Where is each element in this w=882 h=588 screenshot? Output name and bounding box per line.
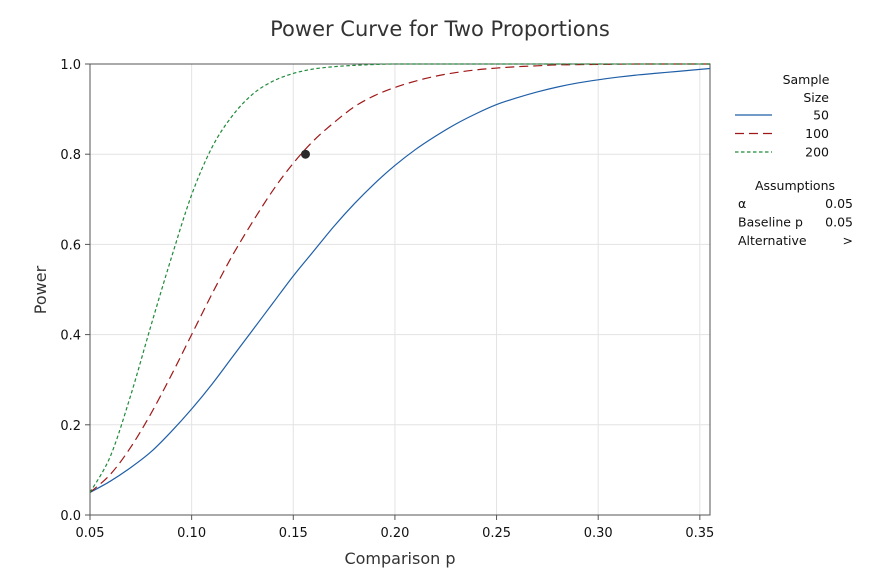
y-tick-label: 0.0: [60, 509, 81, 524]
assumptions-title: Assumptions: [755, 178, 835, 193]
y-axis-label: Power: [31, 265, 50, 314]
y-tick-label: 0.4: [60, 329, 81, 344]
series-line-100: [89, 63, 711, 493]
assumption-value: >: [843, 233, 853, 248]
x-tick-label: 0.20: [380, 526, 409, 541]
y-tick-label: 1.0: [60, 58, 81, 73]
chart-title: Power Curve for Two Proportions: [270, 17, 610, 41]
assumption-label: Baseline p: [738, 215, 803, 230]
y-tick-label: 0.2: [60, 419, 81, 434]
legend-label-200: 200: [805, 145, 829, 160]
assumption-rows: α 0.05 Baseline p 0.05 Alternative >: [738, 196, 853, 248]
legend-label-100: 100: [805, 126, 829, 141]
axis-ticks: 0.05 0.10 0.15 0.20 0.25 0.30 0.35 0.0 0.2 0.4 0.6…: [60, 58, 714, 541]
x-tick-label: 0.35: [685, 526, 714, 541]
x-tick-label: 0.10: [177, 526, 206, 541]
x-axis-label: Comparison p: [344, 549, 455, 568]
series-layer: [89, 63, 711, 493]
x-tick-label: 0.30: [584, 526, 613, 541]
x-tick-label: 0.15: [279, 526, 308, 541]
x-tick-label: 0.05: [76, 526, 105, 541]
series-line-200: [89, 63, 710, 493]
assumptions-panel: Assumptions α 0.05 Baseline p 0.05 Alternati…: [738, 178, 853, 248]
series-line-50: [89, 67, 711, 493]
y-tick-label: 0.8: [60, 148, 81, 163]
assumption-value: 0.05: [825, 215, 853, 230]
legend-title-line2: Size: [803, 90, 829, 105]
y-tick-label: 0.6: [60, 238, 81, 253]
legend: Sample Size 50 100 200: [735, 72, 830, 160]
legend-items: 50 100 200: [735, 108, 829, 160]
legend-title-line1: Sample: [783, 72, 830, 87]
assumption-label: α: [738, 196, 746, 211]
plot-frame: [89, 63, 711, 516]
assumption-label: Alternative: [738, 233, 807, 248]
assumption-value: 0.05: [825, 196, 853, 211]
legend-label-50: 50: [813, 108, 829, 123]
marker-layer: [300, 149, 310, 159]
x-tick-label: 0.25: [482, 526, 511, 541]
target-power-marker: [300, 149, 310, 159]
